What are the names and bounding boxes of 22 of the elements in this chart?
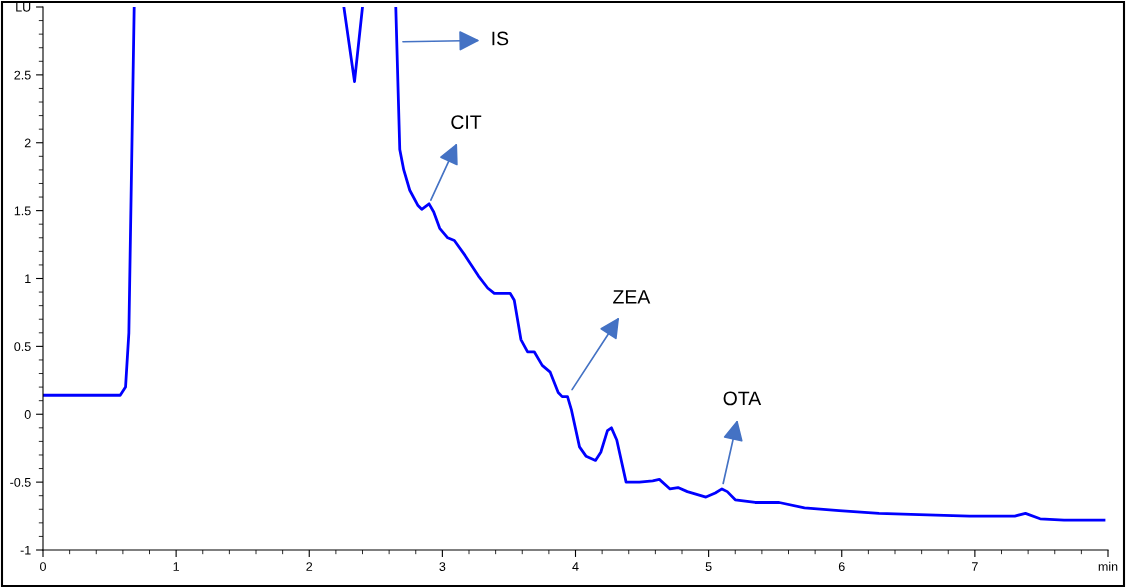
x-tick-label: 5 xyxy=(705,562,712,571)
x-tick-label: 1 xyxy=(173,562,179,571)
annotation: CIT xyxy=(451,115,482,130)
annotation: ZEA xyxy=(613,290,651,304)
y-tick-label: -1 xyxy=(20,545,31,555)
annotation: IS xyxy=(492,31,509,46)
y-tick-label: LU xyxy=(16,2,31,12)
y-tick-label: 1.5 xyxy=(14,206,31,216)
y-tick-label: -0.5 xyxy=(10,477,31,487)
x-tick-label: min xyxy=(1098,561,1118,571)
y-tick-label: 2 xyxy=(24,138,31,148)
annotation: OTA xyxy=(723,391,762,406)
y-tick-label: 0 xyxy=(24,410,31,419)
x-tick-label: 4 xyxy=(572,562,579,571)
y-tick-label: 0.5 xyxy=(14,342,31,352)
y-tick-label: 2.5 xyxy=(14,70,31,80)
x-tick-label: 3 xyxy=(439,562,446,571)
x-tick-label: 6 xyxy=(838,562,845,571)
x-tick-label: 0 xyxy=(40,562,46,571)
x-tick-label: 2 xyxy=(306,562,313,571)
x-tick-label: 7 xyxy=(972,562,978,571)
y-tick-label: 1 xyxy=(25,274,31,284)
